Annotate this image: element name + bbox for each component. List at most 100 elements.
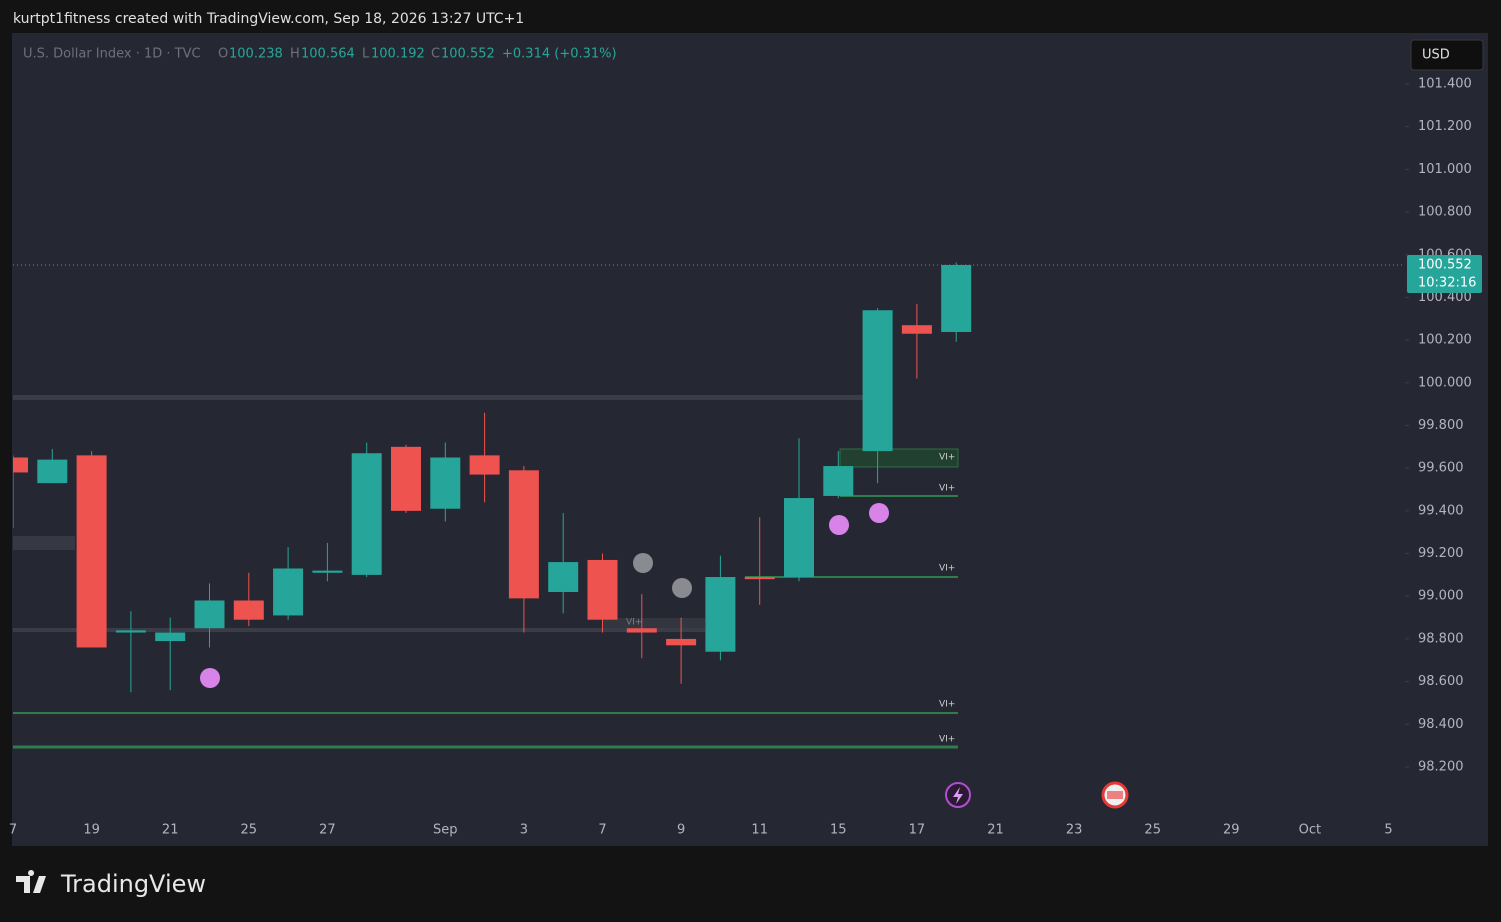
signal-dot [672, 578, 692, 598]
candle-body [273, 568, 304, 616]
y-tick-label: 99.800 [1418, 418, 1464, 433]
x-tick-label: 25 [241, 823, 258, 838]
candle-body [469, 455, 500, 475]
zone-label: VI+ [939, 700, 955, 710]
last-price-box [1407, 254, 1482, 293]
candle-body [155, 632, 186, 642]
last-price: 100.552 [1418, 257, 1472, 272]
y-axis: 98.200 98.400 98.600 98.800 99.000 99.200 99.4… [1405, 77, 1472, 774]
zone-label: VI+ [626, 618, 642, 628]
x-tick-label: 29 [1223, 823, 1240, 838]
candle-body [13, 457, 28, 473]
x-tick-label: 11 [751, 823, 768, 838]
event-icon-glyph [1107, 791, 1123, 799]
candle-body [784, 498, 814, 578]
pane [12, 33, 1488, 846]
zone [13, 395, 865, 400]
candle-body [823, 466, 854, 496]
zone-label: VI+ [939, 735, 955, 745]
candle-body [548, 562, 579, 592]
y-tick-label: 99.000 [1418, 589, 1464, 604]
candle-body [705, 577, 736, 652]
zone-label: VI+ [939, 564, 955, 574]
brand-logo: TradingView [16, 870, 206, 898]
candles [13, 262, 972, 693]
y-tick-label: 101.400 [1418, 77, 1472, 92]
signal-dot [200, 668, 220, 688]
last-price-label: 100.552 10:32:16 [1407, 254, 1482, 293]
currency-button[interactable] [1410, 39, 1484, 71]
y-tick-label: 100.800 [1418, 205, 1472, 220]
candle-body [666, 638, 697, 646]
ohlc-value: 100.564 [301, 47, 355, 62]
candle-body [312, 570, 343, 573]
y-tick-label: 100.400 [1418, 290, 1472, 305]
ohlc-value: 100.238 [229, 47, 283, 62]
y-tick-label: 98.800 [1418, 631, 1464, 646]
x-tick-label: 19 [83, 823, 100, 838]
y-tick-label: 99.600 [1418, 461, 1464, 476]
attribution: kurtpt1fitness created with TradingView.… [13, 11, 524, 27]
zone-label: VI+ [939, 453, 955, 463]
brand: TradingView [60, 870, 206, 898]
y-tick-label: 100.200 [1418, 333, 1472, 348]
event-icon-glyph [953, 787, 963, 804]
countdown: 10:32:16 [1418, 275, 1476, 290]
candle-body [862, 310, 893, 452]
currency: USD [1422, 48, 1450, 63]
x-tick-label: 23 [1066, 823, 1083, 838]
x-axis: 7 19 21 25 27 Sep 3 7 9 11 15 17 21 23 25 29 Oct 5 [9, 823, 1393, 838]
zones [13, 395, 959, 749]
candle-body [115, 630, 146, 633]
zone [13, 536, 75, 550]
y-tick-label: 99.200 [1418, 546, 1464, 561]
candle-body [430, 457, 461, 509]
signal-dot [829, 515, 849, 535]
y-tick-label: 101.200 [1418, 119, 1472, 134]
zone [603, 618, 705, 628]
candle-body [351, 453, 382, 575]
x-tick-label: 25 [1144, 823, 1161, 838]
x-tick-label: 7 [9, 823, 17, 838]
x-tick-label: 21 [162, 823, 179, 838]
x-tick-label: 3 [520, 823, 528, 838]
ohlc-key: C [431, 47, 440, 62]
candle-body [626, 628, 657, 633]
x-tick-label: 5 [1384, 823, 1392, 838]
y-tick-label: 100.000 [1418, 375, 1472, 390]
y-tick-label: 98.400 [1418, 717, 1464, 732]
x-tick-label: 7 [598, 823, 606, 838]
candle-body [76, 455, 107, 648]
ohlc-change: +0.314 (+0.31%) [502, 47, 617, 62]
signal-dot [633, 553, 653, 573]
y-tick-label: 98.200 [1418, 759, 1464, 774]
x-tick-label: 27 [319, 823, 336, 838]
candle-body [233, 600, 264, 620]
zone-label: VI+ [939, 484, 955, 494]
ohlc-header: O 100.238 H 100.564 L 100.192 C 100.552 … [218, 47, 617, 62]
x-tick-label: Oct [1299, 823, 1321, 838]
x-tick-label: 21 [987, 823, 1004, 838]
ohlc-value: 100.192 [371, 47, 425, 62]
y-tick-label: 99.400 [1418, 503, 1464, 518]
x-tick-label: 9 [677, 823, 685, 838]
ohlc-key: L [362, 47, 370, 62]
candle-body [901, 325, 932, 334]
candle-body [941, 264, 972, 333]
y-tick-label: 98.600 [1418, 674, 1464, 689]
candle-body [194, 600, 225, 629]
zone [839, 448, 959, 468]
signal-dot [869, 503, 889, 523]
candle-body [508, 470, 539, 599]
candle-body [744, 577, 775, 580]
signals [200, 503, 1129, 809]
x-tick-label: Sep [433, 823, 458, 838]
candle-body [391, 446, 421, 511]
ohlc-key: O [218, 47, 228, 62]
ohlc-value: 100.552 [441, 47, 495, 62]
candle-body [37, 459, 68, 484]
zone [13, 628, 705, 632]
